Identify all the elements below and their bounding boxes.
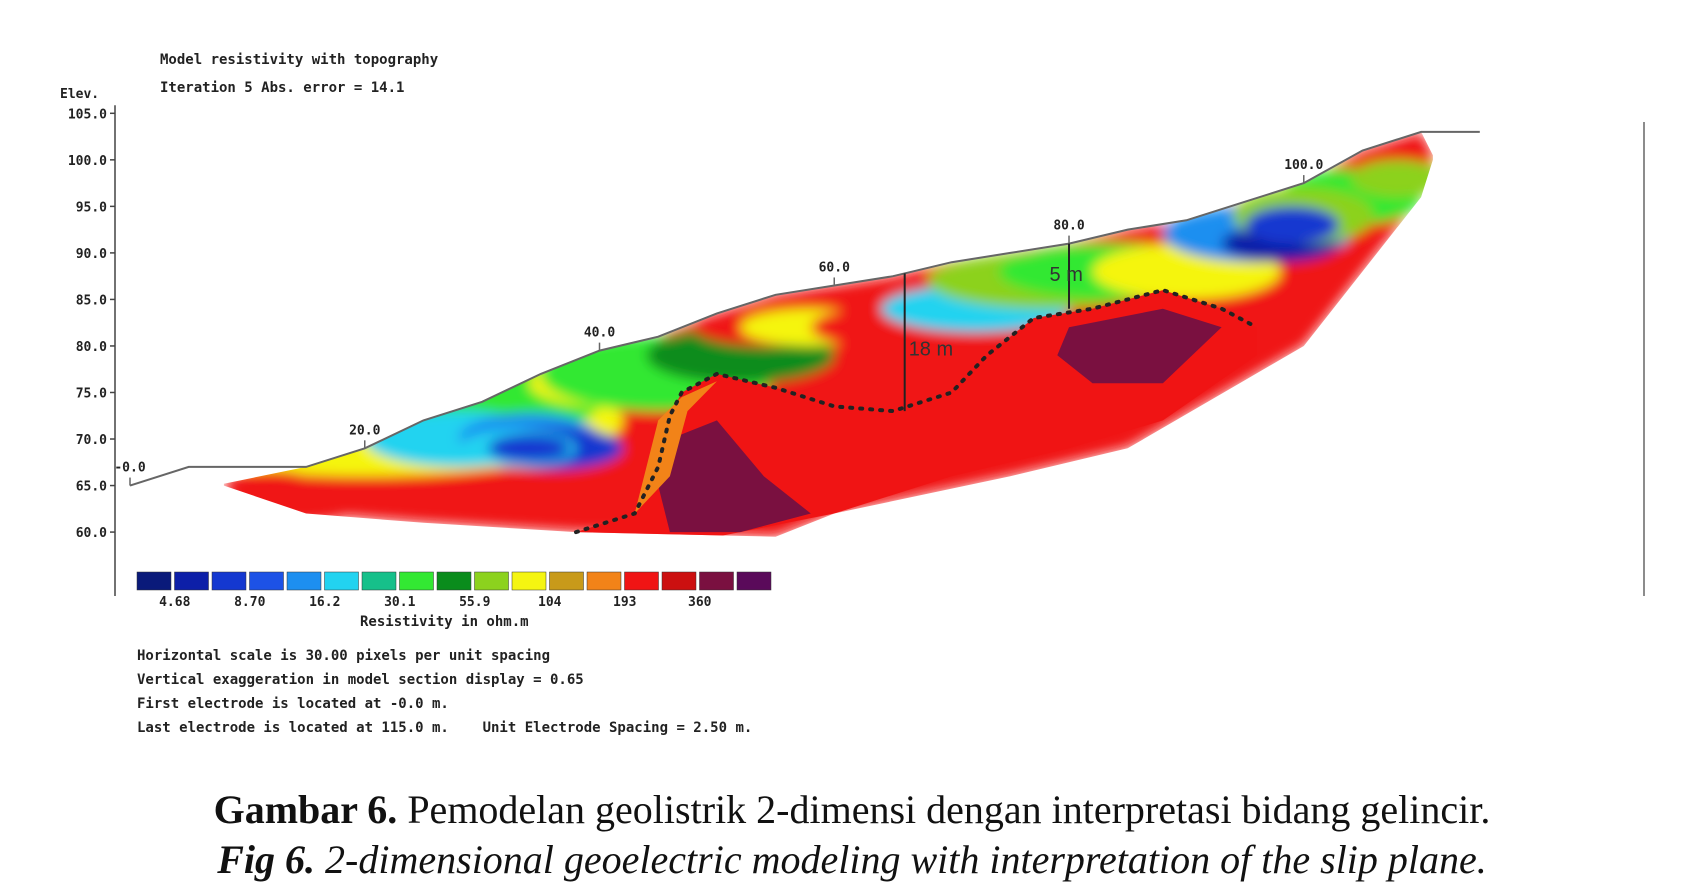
x-tick-label: 100.0: [1284, 158, 1323, 173]
color-scale-tick-label: 55.9: [459, 595, 490, 610]
color-swatch: [211, 571, 247, 591]
scale-notes: Horizontal scale is 30.00 pixels per uni…: [137, 648, 752, 736]
x-tick-label: 80.0: [1053, 219, 1084, 234]
color-scale-tick-label: 4.68: [159, 595, 190, 610]
caption-id-text: Pemodelan geolistrik 2-dimensi dengan in…: [397, 787, 1491, 832]
color-swatch: [249, 571, 284, 591]
color-swatch: [699, 571, 734, 591]
x-tick-label: -0.0: [114, 461, 145, 476]
color-scale-label: Resistivity in ohm.m: [360, 614, 529, 630]
conductive-zone: [488, 434, 571, 463]
chart-subtitle: Iteration 5 Abs. error = 14.1: [160, 80, 404, 96]
color-scale: 4.68 8.70 16.2 30.1 55.9 104 193 360: [136, 571, 772, 610]
color-swatch: [324, 571, 359, 591]
caption-en-label: Fig 6.: [217, 837, 316, 882]
resistivity-zone: [223, 485, 365, 523]
y-tick-label: 75.0: [76, 386, 107, 401]
color-swatch: [586, 571, 622, 591]
resistivity-zone: [1350, 159, 1433, 198]
annotations: 18 m 5 m: [903, 243, 1083, 412]
color-scale-tick-label: 360: [688, 595, 712, 610]
caption-indonesian: Gambar 6. Pemodelan geolistrik 2-dimensi…: [0, 785, 1704, 835]
y-axis-label: Elev.: [60, 87, 99, 102]
color-swatch: [474, 571, 509, 591]
color-swatch: [661, 571, 697, 591]
note-line: Last electrode is located at 115.0 m. Un…: [137, 720, 752, 736]
y-tick-label: 90.0: [76, 247, 107, 262]
caption-id-label: Gambar 6.: [213, 787, 398, 832]
note-line: Horizontal scale is 30.00 pixels per uni…: [137, 648, 550, 664]
y-tick-label: 65.0: [76, 480, 107, 495]
high-resistivity-core: [1057, 308, 1222, 384]
note-line: First electrode is located at -0.0 m.: [137, 696, 449, 712]
chart-title: Model resistivity with topography: [160, 52, 439, 68]
y-tick-label: 100.0: [68, 154, 107, 169]
topography-line: [129, 130, 1480, 487]
caption-en-text: 2-dimensional geoelectric modeling with …: [315, 837, 1487, 882]
depth-annotation: 18 m: [909, 338, 953, 360]
x-tick-label: 60.0: [819, 260, 850, 275]
depth-annotation: 5 m: [1050, 264, 1083, 286]
color-swatch: [174, 571, 209, 591]
color-scale-tick-label: 30.1: [384, 595, 415, 610]
color-swatch: [511, 571, 547, 591]
color-scale-tick-label: 104: [538, 595, 562, 610]
resistivity-section-figure: Model resistivity with topography Iterat…: [60, 52, 1645, 736]
note-line: Vertical exaggeration in model section d…: [137, 672, 584, 688]
x-tick-label: 40.0: [584, 326, 615, 341]
transition-zone: [634, 381, 717, 514]
y-tick-label: 105.0: [68, 107, 107, 122]
color-swatch: [624, 571, 659, 591]
y-tick-label: 95.0: [76, 200, 107, 215]
color-swatch: [549, 571, 584, 591]
y-tick-label: 85.0: [76, 293, 107, 308]
slip-plane-line: [574, 288, 1259, 535]
y-tick-label: 70.0: [76, 433, 107, 448]
y-tick-label: 60.0: [76, 526, 107, 541]
resistivity-section: [223, 131, 1433, 537]
x-tick-label: 20.0: [349, 423, 380, 438]
y-axis: 105.0 100.0 95.0 90.0 85.0 80.0 75.0 70.0 65.0 60…: [68, 105, 116, 596]
color-scale-tick-label: 16.2: [309, 595, 340, 610]
y-tick-label: 80.0: [76, 340, 107, 355]
color-swatch: [136, 571, 172, 591]
color-scale-tick-label: 193: [613, 595, 636, 610]
color-scale-tick-label: 8.70: [234, 595, 265, 610]
color-swatch: [286, 571, 322, 591]
color-swatch: [399, 571, 434, 591]
high-resistivity-core: [658, 420, 811, 533]
x-ticks: -0.0 20.0 40.0 60.0 80.0 100.0: [114, 158, 1324, 486]
color-swatch: [436, 571, 472, 591]
figure-caption: Gambar 6. Pemodelan geolistrik 2-dimensi…: [0, 785, 1704, 885]
color-swatch: [361, 571, 397, 591]
caption-english: Fig 6. 2-dimensional geoelectric modelin…: [0, 835, 1704, 885]
conductive-zone: [1245, 206, 1339, 244]
color-swatch: [736, 571, 772, 591]
